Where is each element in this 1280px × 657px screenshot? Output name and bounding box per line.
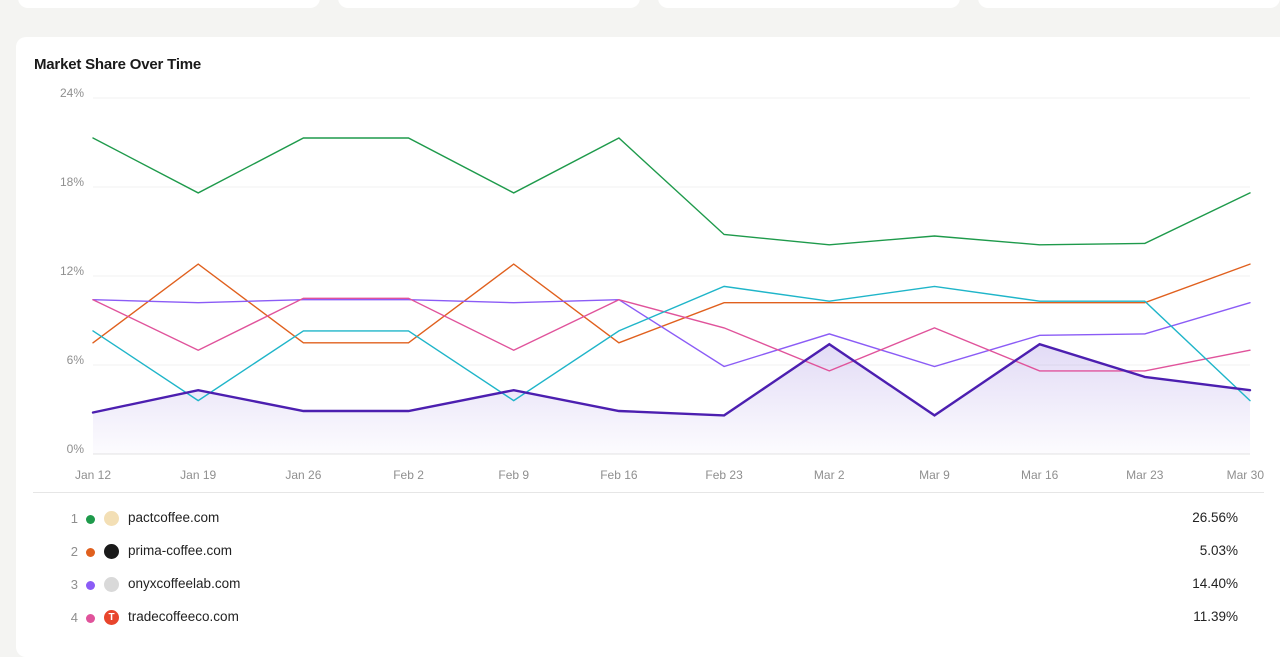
series-line[interactable] (91, 342, 1252, 417)
series-color-dot (86, 581, 95, 590)
series-line[interactable] (92, 297, 1251, 372)
legend-domain[interactable]: pactcoffee.com (128, 510, 220, 525)
legend-domain[interactable]: onyxcoffeelab.com (128, 576, 241, 591)
legend-rank: 4 (70, 610, 78, 625)
x-tick-label: Jan 26 (285, 468, 321, 482)
y-tick-label: 24% (60, 86, 84, 100)
prima-coffee-favicon-icon (104, 544, 119, 559)
summary-card (18, 0, 320, 8)
x-tick-label: Jan 12 (75, 468, 111, 482)
legend-value: 14.40% (1192, 576, 1238, 591)
chart-legend-divider (33, 492, 1264, 493)
series-line[interactable] (92, 285, 1251, 402)
x-tick-label: Mar 23 (1126, 468, 1164, 482)
x-tick-label: Feb 2 (393, 468, 424, 482)
series-line[interactable] (92, 263, 1251, 344)
x-tick-label: Feb 16 (600, 468, 638, 482)
summary-card (338, 0, 640, 8)
chart-title: Market Share Over Time (34, 56, 202, 73)
market-share-panel (16, 37, 1280, 657)
market-share-chart: 0% 6% 12% 18% 24% Jan 12 Jan 19 Jan 26 Feb 2 Feb … (60, 86, 1265, 482)
pactcoffee-favicon-icon (104, 511, 119, 526)
y-tick-label: 18% (60, 175, 84, 189)
y-tick-label: 12% (60, 264, 84, 278)
x-tick-label: Feb 9 (498, 468, 529, 482)
series-line[interactable] (92, 298, 1251, 368)
y-tick-label: 6% (67, 353, 85, 367)
x-tick-label: Mar 2 (814, 468, 845, 482)
series-color-dot (86, 614, 95, 623)
series-color-dot (86, 515, 95, 524)
legend-item[interactable]: 1 pactcoffee.com 26.56% (0, 508, 1280, 530)
summary-card (978, 0, 1280, 8)
series-color-dot (86, 548, 95, 557)
tradecoffeeco-favicon-icon: T (104, 610, 119, 625)
legend-rank: 2 (70, 544, 78, 559)
legend-item[interactable]: 2 prima-coffee.com 5.03% (0, 541, 1280, 563)
x-tick-label: Mar 16 (1021, 468, 1059, 482)
legend-rank: 3 (70, 577, 78, 592)
x-tick-label: Feb 23 (705, 468, 743, 482)
legend-rank: 1 (70, 511, 78, 526)
series-line[interactable] (92, 137, 1251, 246)
summary-card (658, 0, 960, 8)
series-area (93, 344, 1250, 454)
legend-domain[interactable]: prima-coffee.com (128, 543, 233, 558)
y-tick-label: 0% (67, 442, 85, 456)
onyxcoffeelab-favicon-icon (104, 577, 119, 592)
legend-item[interactable]: 3 onyxcoffeelab.com 14.40% (0, 574, 1280, 596)
legend-value: 11.39% (1193, 609, 1238, 624)
legend-value: 5.03% (1199, 543, 1238, 558)
x-tick-label: Mar 30 (1227, 468, 1265, 482)
x-tick-label: Jan 19 (180, 468, 216, 482)
x-tick-label: Mar 9 (919, 468, 950, 482)
legend-value: 26.56% (1192, 510, 1238, 525)
legend-domain[interactable]: tradecoffeeco.com (128, 609, 239, 624)
